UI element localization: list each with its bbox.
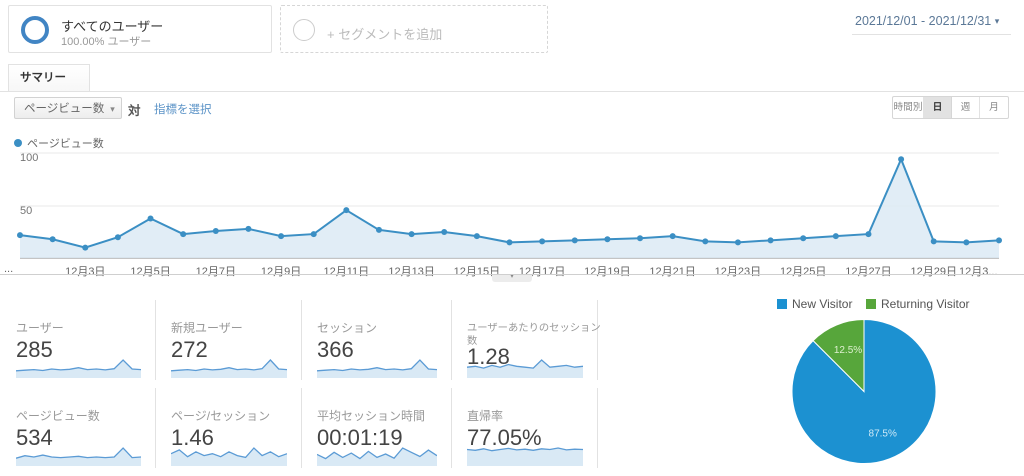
svg-text:12.5%: 12.5% (834, 345, 862, 356)
svg-text:87.5%: 87.5% (869, 429, 897, 440)
